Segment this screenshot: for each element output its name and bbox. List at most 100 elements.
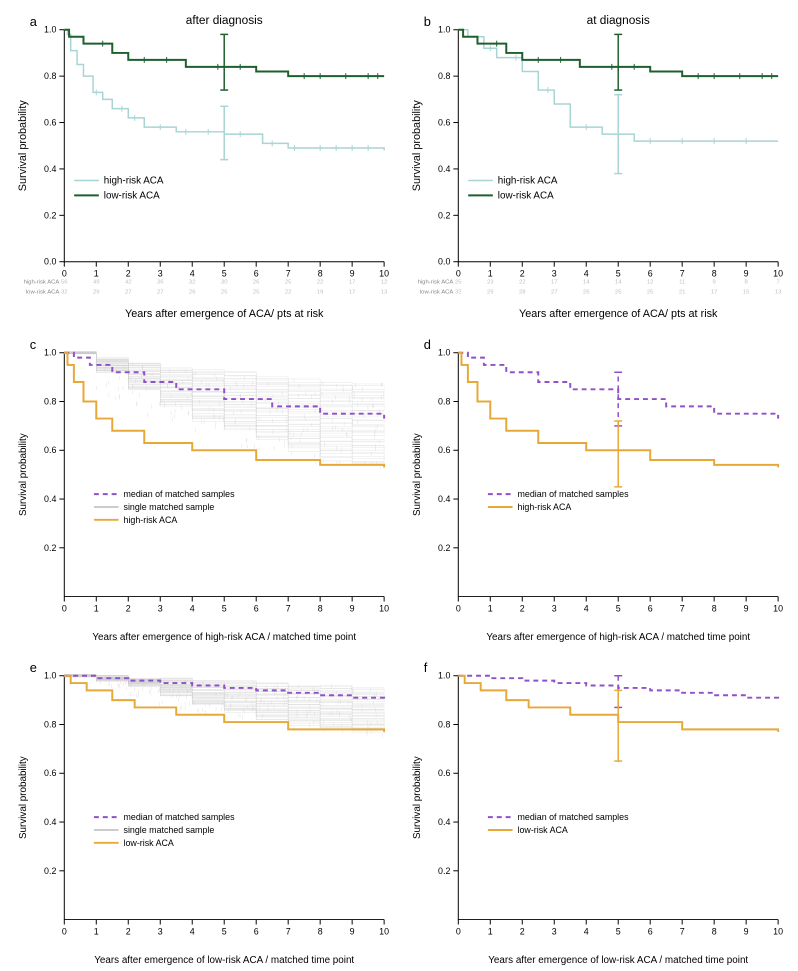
risk-table-value: 26 [253, 279, 260, 285]
xtick-label: 6 [648, 926, 653, 936]
risk-table-value: 29 [487, 289, 494, 295]
risk-table-value: 26 [189, 289, 196, 295]
xtick-label: 9 [744, 926, 749, 936]
xtick-label: 10 [773, 269, 783, 279]
xtick-label: 2 [520, 926, 525, 936]
chart-e: 0123456789100.20.40.60.81.0Years after e… [10, 656, 394, 969]
ytick-label: 0.2 [438, 543, 450, 553]
panel-a: 0123456789100.00.20.40.60.81.0Years afte… [10, 10, 394, 323]
ylabel: Survival probability [18, 756, 29, 839]
ytick-label: 1.0 [438, 348, 450, 358]
xtick-label: 7 [286, 926, 291, 936]
chart-f: 0123456789100.20.40.60.81.0Years after e… [404, 656, 788, 969]
ytick-label: 1.0 [44, 671, 56, 681]
xtick-label: 3 [552, 926, 557, 936]
xtick-label: 2 [520, 269, 525, 279]
chart-c: 0123456789100.20.40.60.81.0Years after e… [10, 333, 394, 646]
xtick-label: 4 [584, 926, 589, 936]
xlabel: Years after emergence of low-risk ACA / … [94, 955, 354, 966]
xtick-label: 0 [62, 269, 67, 279]
risk-table-value: 22 [317, 279, 324, 285]
risk-table-value: 25 [647, 289, 654, 295]
risk-table-value: 26 [583, 289, 590, 295]
risk-table-value: 30 [221, 279, 228, 285]
xtick-label: 6 [254, 603, 259, 613]
xtick-label: 7 [680, 926, 685, 936]
ytick-label: 0.6 [44, 117, 56, 127]
risk-table-value: 27 [551, 289, 558, 295]
legend-label: single matched sample [124, 825, 215, 835]
xtick-label: 1 [488, 926, 493, 936]
legend-label: median of matched samples [518, 489, 630, 499]
figure-grid: 0123456789100.00.20.40.60.81.0Years afte… [10, 10, 788, 961]
panel-d: 0123456789100.20.40.60.81.0Years after e… [404, 333, 788, 646]
legend-label: low-risk ACA [518, 825, 568, 835]
xtick-label: 6 [254, 926, 259, 936]
ytick-label: 1.0 [44, 25, 56, 35]
xtick-label: 4 [190, 269, 195, 279]
risk-table-value: 27 [125, 289, 132, 295]
risk-table-value: 7 [776, 279, 779, 285]
xtick-label: 5 [616, 926, 621, 936]
ytick-label: 0.4 [438, 817, 450, 827]
chart-a: 0123456789100.00.20.40.60.81.0Years afte… [10, 10, 394, 323]
ytick-label: 0.4 [44, 494, 56, 504]
risk-table-value: 23 [487, 279, 494, 285]
xtick-label: 9 [350, 603, 355, 613]
panel-label: e [30, 660, 37, 675]
xtick-label: 2 [520, 603, 525, 613]
legend-label: high-risk ACA [124, 515, 178, 525]
ylabel: Survival probability [412, 433, 423, 516]
xtick-label: 3 [552, 603, 557, 613]
xtick-label: 0 [62, 926, 67, 936]
xtick-label: 8 [712, 269, 717, 279]
risk-table-value: 15 [743, 289, 750, 295]
risk-table-value: 9 [713, 279, 716, 285]
ytick-label: 0.2 [438, 210, 450, 220]
xtick-label: 10 [773, 603, 783, 613]
chart-b: 0123456789100.00.20.40.60.81.0Years afte… [404, 10, 788, 323]
legend-label: median of matched samples [518, 812, 630, 822]
ylabel: Survival probability [18, 433, 29, 516]
legend-label: median of matched samples [124, 489, 236, 499]
risk-table-value: 27 [157, 289, 164, 295]
xtick-label: 10 [773, 926, 783, 936]
risk-table-value: 28 [519, 289, 526, 295]
ytick-label: 0.4 [438, 164, 450, 174]
xtick-label: 3 [158, 926, 163, 936]
ytick-label: 1.0 [438, 671, 450, 681]
legend-label: low-risk ACA [104, 190, 160, 201]
ytick-label: 0.8 [438, 71, 450, 81]
xtick-label: 3 [552, 269, 557, 279]
xtick-label: 3 [158, 603, 163, 613]
xtick-label: 1 [94, 269, 99, 279]
risk-table-value: 12 [381, 279, 388, 285]
ytick-label: 0.8 [438, 396, 450, 406]
legend-label: single matched sample [124, 502, 215, 512]
ylabel: Survival probability [17, 100, 29, 192]
risk-table-value: 17 [349, 279, 356, 285]
xtick-label: 9 [350, 926, 355, 936]
panel-label: b [424, 14, 431, 29]
xtick-label: 9 [744, 269, 749, 279]
xlabel: Years after emergence of high-risk ACA /… [92, 632, 356, 643]
ytick-label: 0.8 [44, 719, 56, 729]
risk-table-value: 25 [253, 289, 260, 295]
risk-table-label: high-risk ACA [24, 279, 60, 285]
ytick-label: 0.6 [438, 768, 450, 778]
ytick-label: 0.6 [438, 445, 450, 455]
legend-label: low-risk ACA [498, 190, 554, 201]
risk-table-value: 17 [349, 289, 356, 295]
panel-label: f [424, 660, 428, 675]
risk-table-label: high-risk ACA [418, 279, 454, 285]
risk-table-value: 11 [679, 279, 685, 285]
xtick-label: 5 [616, 269, 621, 279]
risk-table-value: 22 [519, 279, 526, 285]
xlabel: Years after emergence of ACA/ pts at ris… [125, 308, 324, 320]
chart-d: 0123456789100.20.40.60.81.0Years after e… [404, 333, 788, 646]
xtick-label: 6 [254, 269, 259, 279]
legend-label: high-risk ACA [518, 502, 572, 512]
ytick-label: 1.0 [44, 348, 56, 358]
risk-table-value: 14 [583, 279, 590, 285]
xtick-label: 8 [318, 926, 323, 936]
